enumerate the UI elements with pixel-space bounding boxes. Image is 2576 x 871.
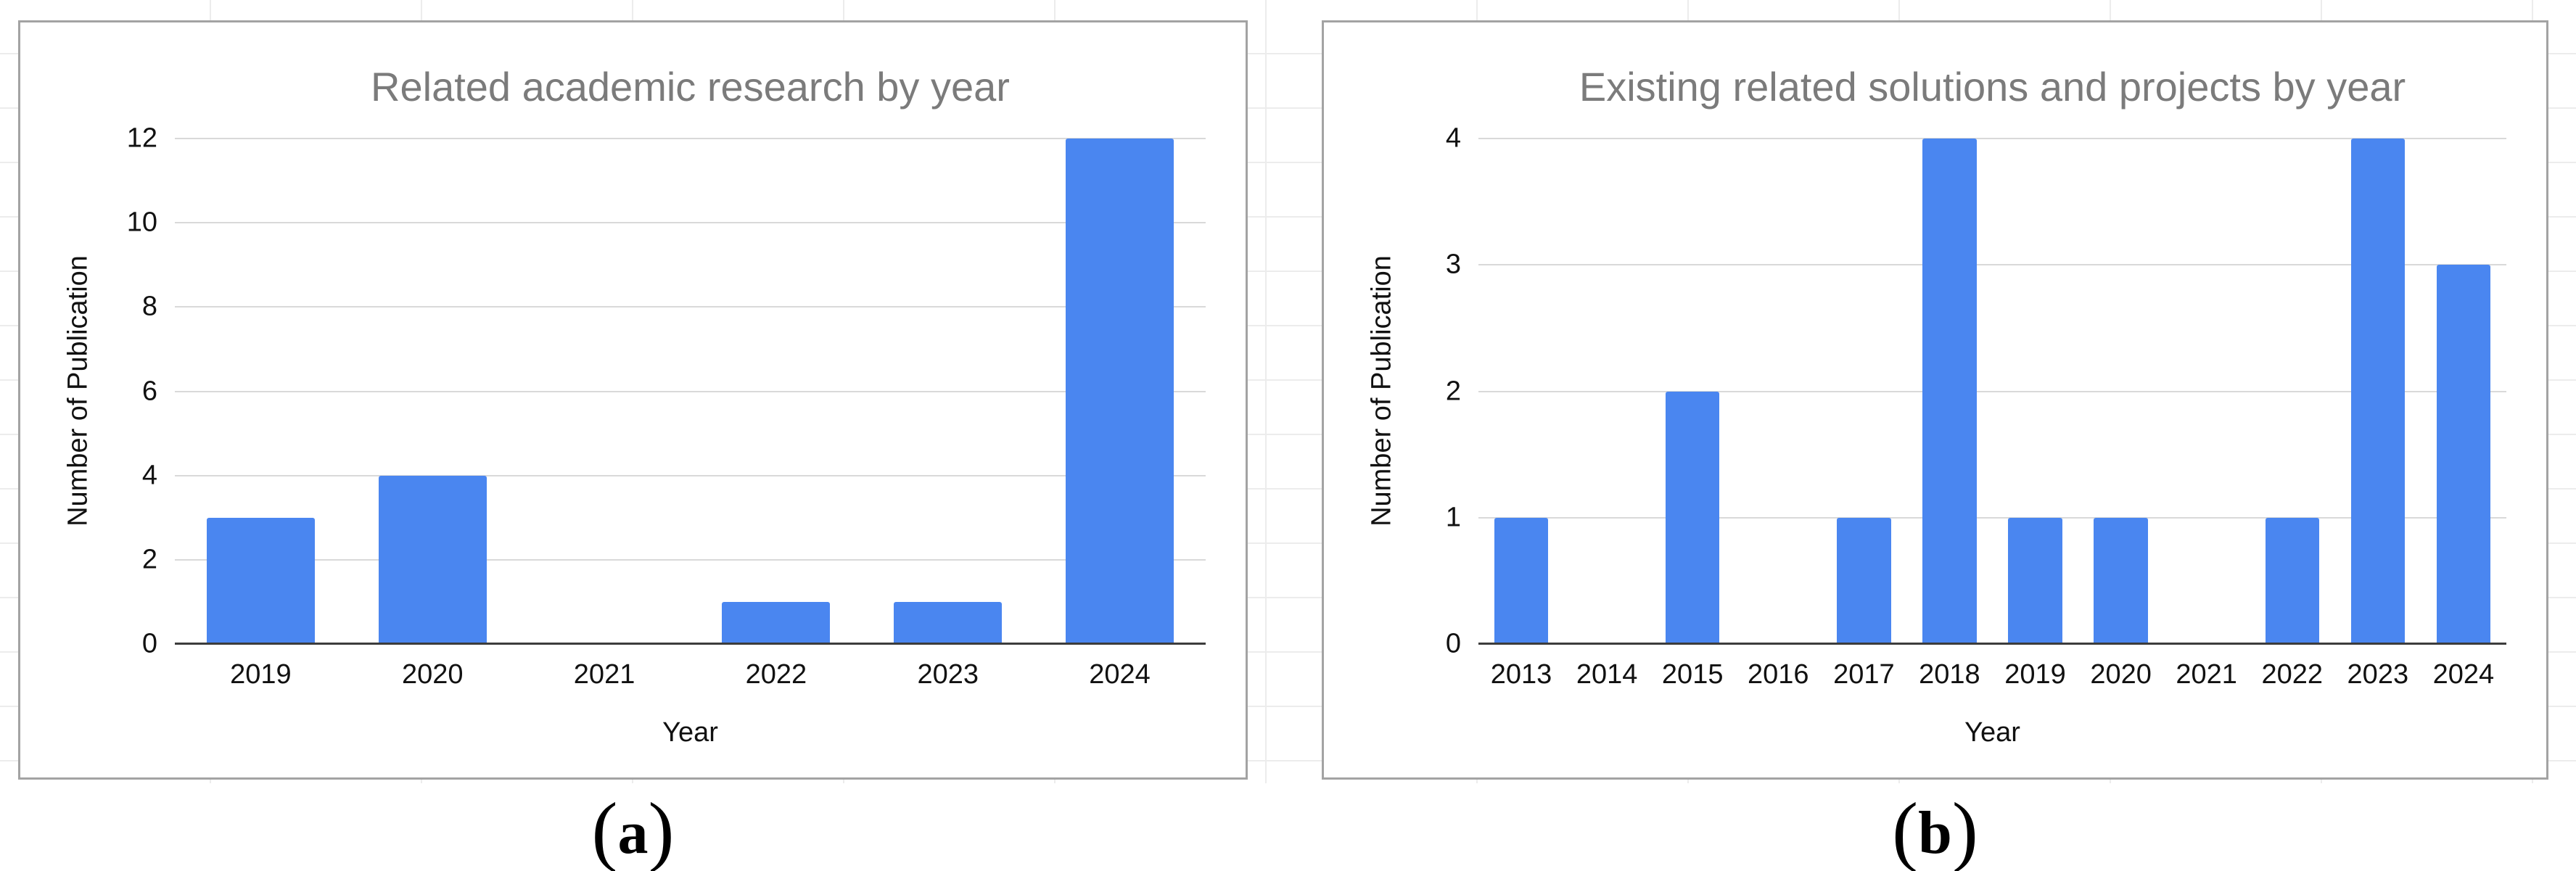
bar-slot-2021 — [2164, 139, 2250, 644]
bar-2018 — [1922, 139, 1977, 644]
x-tick-label: 2014 — [1576, 659, 1638, 690]
caption-paren-open: ( — [1892, 788, 1919, 871]
y-axis-tick-labels: 0 2 4 6 8 10 12 — [20, 123, 162, 659]
gridline — [1478, 138, 2506, 139]
bar-2013 — [1494, 517, 1549, 644]
bar-slot-2014 — [1564, 139, 1650, 644]
x-tick-label: 2020 — [2090, 659, 2152, 690]
bar-slot-2013 — [1478, 139, 1564, 644]
x-tick-label: 2015 — [1661, 659, 1724, 690]
gridline — [1478, 264, 2506, 266]
x-tick-label: 2019 — [230, 659, 292, 690]
bar-slot-2018 — [1906, 139, 1992, 644]
chart-title: Related academic research by year — [371, 64, 1010, 110]
bar-2017 — [1837, 517, 1891, 644]
x-axis-tick-labels: 2019 2020 2021 2022 2023 2024 — [175, 659, 1206, 690]
bar-slot-2020 — [2078, 139, 2164, 644]
x-tick-label: 2020 — [401, 659, 464, 690]
x-axis-title: Year — [662, 717, 718, 748]
gridline — [175, 474, 1206, 476]
x-axis-title: Year — [1964, 717, 2020, 748]
bar-2023 — [2350, 139, 2405, 644]
gridline — [175, 558, 1206, 561]
bar-2024 — [2436, 265, 2491, 644]
gridlines — [1478, 138, 2506, 644]
x-tick-label: 2021 — [573, 659, 635, 690]
bar-slot-2019 — [175, 139, 347, 644]
bars — [175, 139, 1206, 644]
gridlines — [175, 138, 1206, 644]
bar-slot-2023 — [2335, 139, 2421, 644]
gridline — [175, 390, 1206, 392]
bar-2024 — [1065, 139, 1174, 644]
gridline — [175, 306, 1206, 308]
chart-panel-a: Related academic research by year Number… — [18, 20, 1248, 780]
caption-paren-close: ) — [648, 788, 675, 871]
x-tick-label: 2022 — [2261, 659, 2324, 690]
x-axis-line — [1478, 643, 2506, 645]
chart-title: Existing related solutions and projects … — [1579, 64, 2406, 110]
x-tick-label: 2016 — [1748, 659, 1809, 690]
y-tick-label: 1 — [1445, 502, 1461, 533]
x-tick-label: 2024 — [1089, 659, 1151, 690]
subfigure-caption-b: (b) — [1322, 785, 2548, 871]
y-tick-label: 12 — [126, 123, 157, 154]
y-tick-label: 4 — [1445, 123, 1461, 154]
bar-slot-2020 — [347, 139, 519, 644]
y-tick-label: 10 — [126, 207, 157, 238]
bar-slot-2022 — [690, 139, 862, 644]
y-tick-label: 4 — [141, 460, 157, 491]
bar-slot-2022 — [2250, 139, 2335, 644]
x-tick-label: 2021 — [2176, 659, 2237, 690]
bar-2023 — [894, 601, 1003, 644]
x-tick-label: 2013 — [1490, 659, 1552, 690]
gridline — [175, 138, 1206, 139]
y-tick-label: 3 — [1445, 249, 1461, 280]
bar-slot-2019 — [1992, 139, 2078, 644]
bar-slot-2023 — [862, 139, 1034, 644]
x-axis-tick-labels: 2013 2014 2015 2016 2017 2018 2019 2020 2021 2022… — [1478, 659, 2506, 690]
bar-slot-2024 — [2421, 139, 2506, 644]
caption-paren-close: ) — [1951, 788, 1978, 871]
chart-panel-b: Existing related solutions and projects … — [1322, 20, 2548, 780]
plot-area — [175, 138, 1206, 645]
x-tick-label: 2024 — [2432, 659, 2495, 690]
subfigure-caption-a: (a) — [18, 785, 1248, 871]
bar-2019 — [206, 517, 315, 644]
bar-slot-2015 — [1650, 139, 1735, 644]
y-tick-label: 2 — [141, 544, 157, 575]
bar-2022 — [722, 601, 831, 644]
bar-2020 — [378, 475, 487, 644]
bar-2020 — [2094, 517, 2148, 644]
bar-2019 — [2008, 517, 2062, 644]
y-tick-label: 2 — [1445, 376, 1461, 406]
x-tick-label: 2017 — [1833, 659, 1895, 690]
y-tick-label: 0 — [141, 628, 157, 659]
caption-letter: a — [617, 799, 649, 867]
bar-2022 — [2265, 517, 2319, 644]
bar-slot-2024 — [1034, 139, 1206, 644]
y-tick-label: 6 — [141, 376, 157, 406]
caption-paren-open: ( — [591, 788, 618, 871]
caption-letter: b — [1918, 799, 1952, 867]
bar-2015 — [1666, 391, 1720, 644]
gridline — [1478, 516, 2506, 519]
x-tick-label: 2023 — [2347, 659, 2409, 690]
y-axis-tick-labels: 0 1 2 3 4 — [1324, 123, 1465, 659]
bars — [1478, 139, 2506, 644]
x-tick-label: 2018 — [1919, 659, 1980, 690]
y-tick-label: 8 — [141, 291, 157, 322]
x-tick-label: 2019 — [2004, 659, 2066, 690]
plot-area — [1478, 138, 2506, 645]
bar-slot-2016 — [1735, 139, 1821, 644]
gridline — [175, 222, 1206, 224]
x-tick-label: 2023 — [917, 659, 979, 690]
y-tick-label: 0 — [1445, 628, 1461, 659]
bar-slot-2017 — [1821, 139, 1906, 644]
gridline — [1478, 390, 2506, 392]
x-tick-label: 2022 — [745, 659, 807, 690]
bar-slot-2021 — [519, 139, 691, 644]
x-axis-line — [175, 643, 1206, 645]
